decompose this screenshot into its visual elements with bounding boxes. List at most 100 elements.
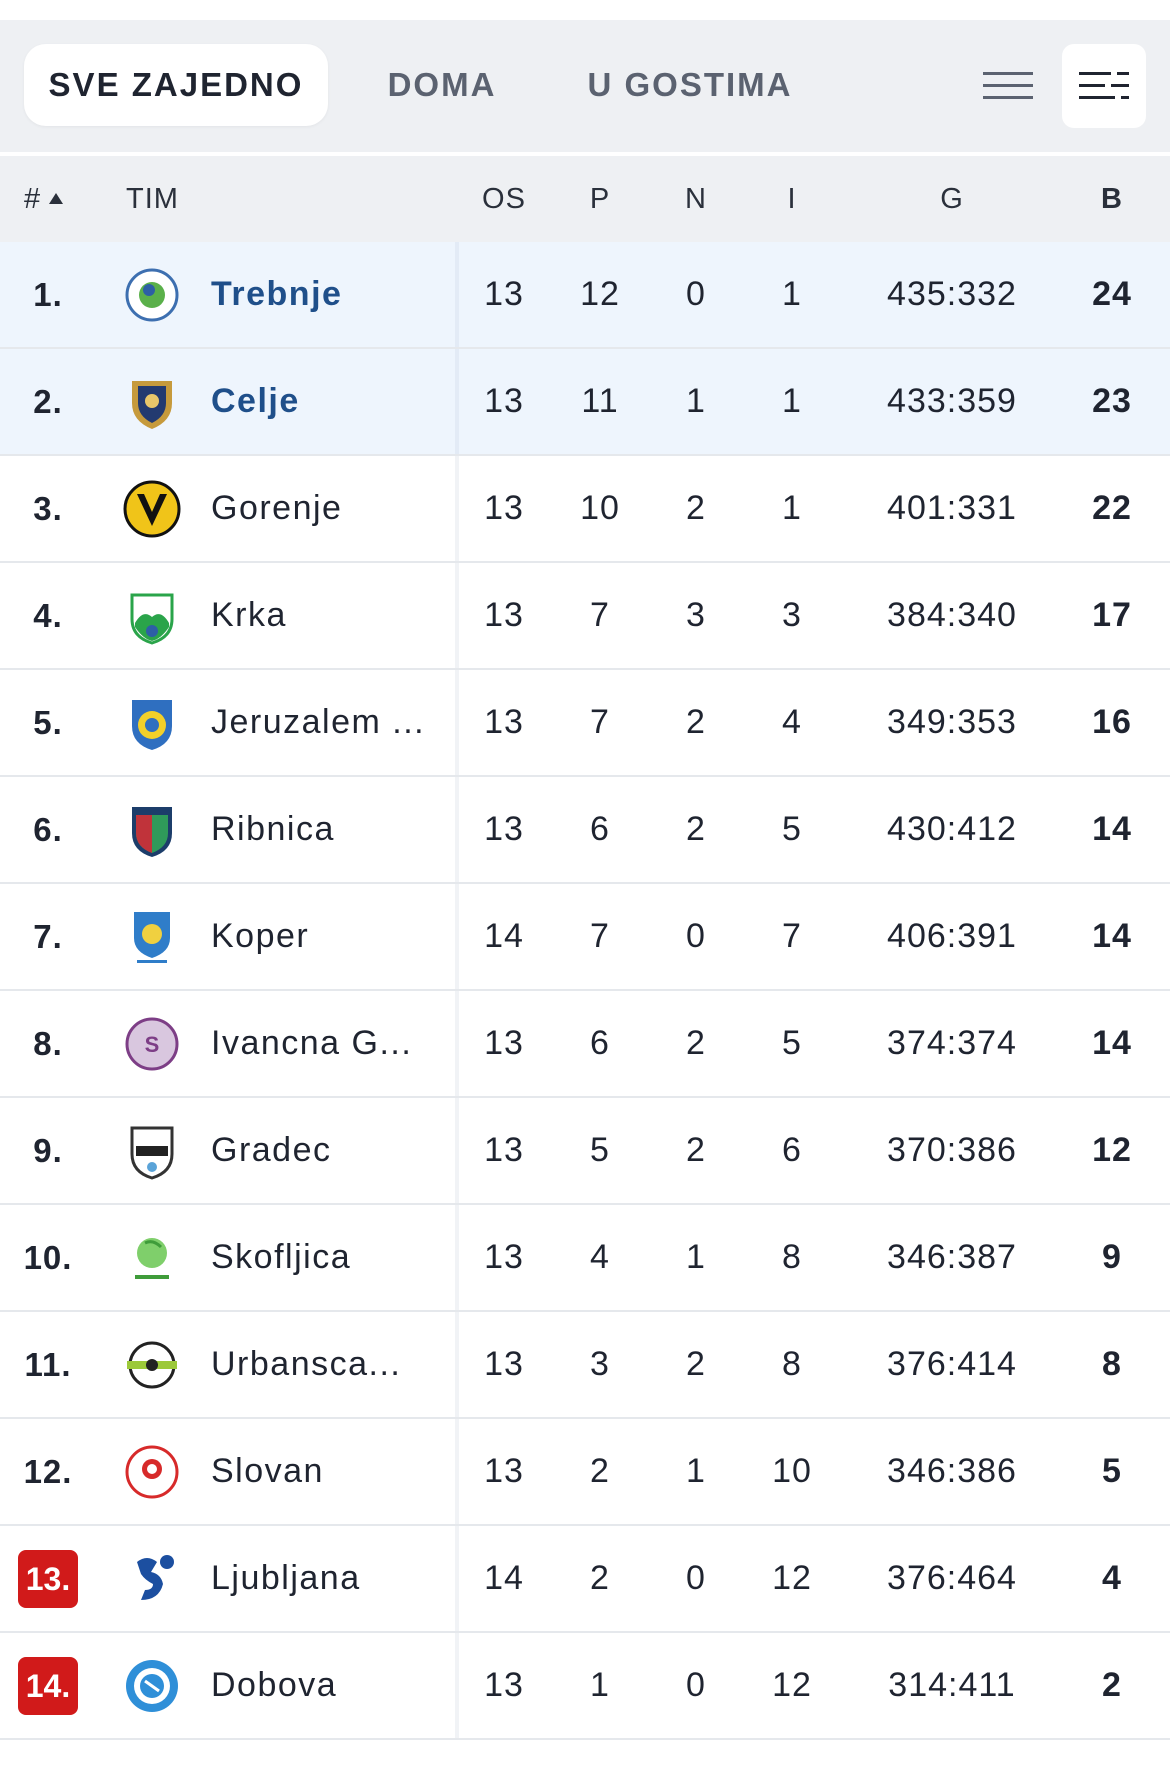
points-cell: 8 (1102, 1345, 1122, 1383)
drawn-cell: 2 (686, 1345, 706, 1383)
points-cell: 14 (1092, 917, 1132, 955)
table-row[interactable]: 5. Jeruzalem ... 13 7 2 4 349:353 16 (0, 670, 1170, 777)
column-divider (455, 349, 459, 454)
top-strip (0, 0, 1170, 20)
drawn-cell: 0 (686, 917, 706, 955)
goals-cell: 314:411 (888, 1666, 1016, 1704)
table-row[interactable]: 11. Urbansca... 13 3 2 8 376:414 8 (0, 1312, 1170, 1419)
points-cell: 16 (1092, 703, 1132, 741)
col-drawn-header[interactable]: N (685, 183, 707, 215)
goals-cell: 376:414 (887, 1345, 1017, 1383)
won-cell: 11 (581, 382, 619, 420)
won-cell: 5 (590, 1131, 610, 1169)
team-name[interactable]: Ribnica (211, 810, 335, 848)
col-played-header[interactable]: OS (482, 183, 526, 215)
table-row[interactable]: 12. Slovan 13 2 1 10 346:386 5 (0, 1419, 1170, 1526)
points-cell: 5 (1102, 1452, 1122, 1490)
team-name[interactable]: Urbansca... (211, 1345, 402, 1383)
table-row[interactable]: 7. Koper 14 7 0 7 406:391 14 (0, 884, 1170, 991)
rank-cell: 10. (23, 1239, 73, 1276)
won-cell: 10 (580, 489, 620, 527)
table-row[interactable]: 10. Skofljica 13 4 1 8 346:387 9 (0, 1205, 1170, 1312)
points-cell: 14 (1092, 810, 1132, 848)
col-won-header[interactable]: P (589, 183, 611, 215)
drawn-cell: 1 (686, 382, 706, 420)
column-divider (455, 456, 459, 561)
lost-cell: 12 (772, 1666, 812, 1704)
played-cell: 13 (484, 1238, 524, 1276)
col-lost-header[interactable]: I (787, 183, 797, 215)
table-row[interactable]: 1. Trebnje 13 12 0 1 435:332 24 (0, 242, 1170, 349)
table-row[interactable]: 2. Celje 13 11 1 1 433:359 23 (0, 349, 1170, 456)
jeruzalem-logo (132, 700, 172, 750)
gorenje-logo (123, 480, 181, 538)
table-row[interactable]: 3. Gorenje 13 10 2 1 401:331 22 (0, 456, 1170, 563)
goals-cell: 435:332 (887, 275, 1017, 313)
team-name[interactable]: Ivancna G... (211, 1024, 413, 1062)
lost-cell: 7 (782, 917, 802, 955)
table-row[interactable]: 4. Krka 13 7 3 3 384:340 17 (0, 563, 1170, 670)
points-cell: 14 (1092, 1024, 1132, 1062)
lost-cell: 4 (782, 703, 802, 741)
relegation-rank-badge: 13. (18, 1550, 78, 1608)
team-name[interactable]: Dobova (211, 1666, 338, 1704)
gradec-logo (130, 1126, 174, 1180)
urbanscape-logo (127, 1341, 177, 1389)
goals-cell: 433:359 (887, 382, 1017, 420)
team-name[interactable]: Trebnje (211, 275, 343, 313)
points-cell: 12 (1092, 1131, 1132, 1169)
played-cell: 13 (484, 1024, 524, 1062)
col-points-header[interactable]: B (1101, 183, 1123, 215)
column-divider (455, 1419, 459, 1524)
team-name[interactable]: Skofljica (211, 1238, 352, 1276)
dobova-logo (126, 1660, 178, 1712)
rank-cell: 6. (33, 811, 63, 848)
drawn-cell: 0 (686, 275, 706, 313)
points-cell: 23 (1092, 382, 1132, 420)
played-cell: 14 (484, 917, 524, 955)
drawn-cell: 1 (686, 1238, 706, 1276)
points-cell: 17 (1092, 596, 1132, 634)
team-name[interactable]: Slovan (211, 1452, 324, 1490)
goals-cell: 370:386 (887, 1131, 1017, 1169)
team-name[interactable]: Gradec (211, 1131, 332, 1169)
lost-cell: 5 (782, 1024, 802, 1062)
relegation-rank-badge: 14. (18, 1657, 78, 1715)
compact-view-button[interactable] (966, 44, 1050, 128)
table-row[interactable]: 6. Ribnica 13 6 2 5 430:412 14 (0, 777, 1170, 884)
team-name[interactable]: Gorenje (211, 489, 343, 527)
tab-all[interactable]: SVE ZAJEDNO (24, 44, 328, 126)
points-cell: 2 (1102, 1666, 1122, 1704)
rank-cell: 8. (33, 1025, 63, 1062)
played-cell: 14 (484, 1559, 524, 1597)
lost-cell: 1 (782, 382, 802, 420)
col-goals-header[interactable]: G (940, 183, 964, 215)
table-row[interactable]: 13. Ljubljana 14 2 0 12 376:464 4 (0, 1526, 1170, 1633)
team-name[interactable]: Celje (211, 382, 300, 420)
column-divider (455, 563, 459, 668)
skofljica-logo (135, 1238, 169, 1279)
won-cell: 6 (590, 1024, 610, 1062)
table-row[interactable]: 8. S Ivancna G... 13 6 2 5 374:374 14 (0, 991, 1170, 1098)
rank-cell: 4. (33, 597, 63, 634)
team-name[interactable]: Ljubljana (211, 1559, 361, 1597)
krka-logo (130, 593, 174, 645)
detailed-view-button[interactable] (1062, 44, 1146, 128)
col-rank-header[interactable]: # (24, 156, 94, 242)
team-name[interactable]: Jeruzalem ... (211, 703, 426, 741)
drawn-cell: 2 (686, 1024, 706, 1062)
table-row[interactable]: 9. Gradec 13 5 2 6 370:386 12 (0, 1098, 1170, 1205)
played-cell: 13 (484, 1666, 524, 1704)
table-row[interactable]: 14. Dobova 13 1 0 12 314:411 2 (0, 1633, 1170, 1740)
tab-home[interactable]: DOMA (387, 66, 497, 103)
rank-cell: 11. (24, 1346, 72, 1383)
team-name[interactable]: Krka (211, 596, 287, 634)
tab-away[interactable]: U GOSTIMA (587, 66, 793, 103)
team-name[interactable]: Koper (211, 917, 310, 955)
col-team-header[interactable]: TIM (126, 183, 179, 215)
column-divider (455, 670, 459, 775)
won-cell: 1 (590, 1666, 610, 1704)
bottom-space (0, 1750, 1170, 1778)
column-divider (455, 1205, 459, 1310)
trebnje-logo (125, 268, 179, 322)
